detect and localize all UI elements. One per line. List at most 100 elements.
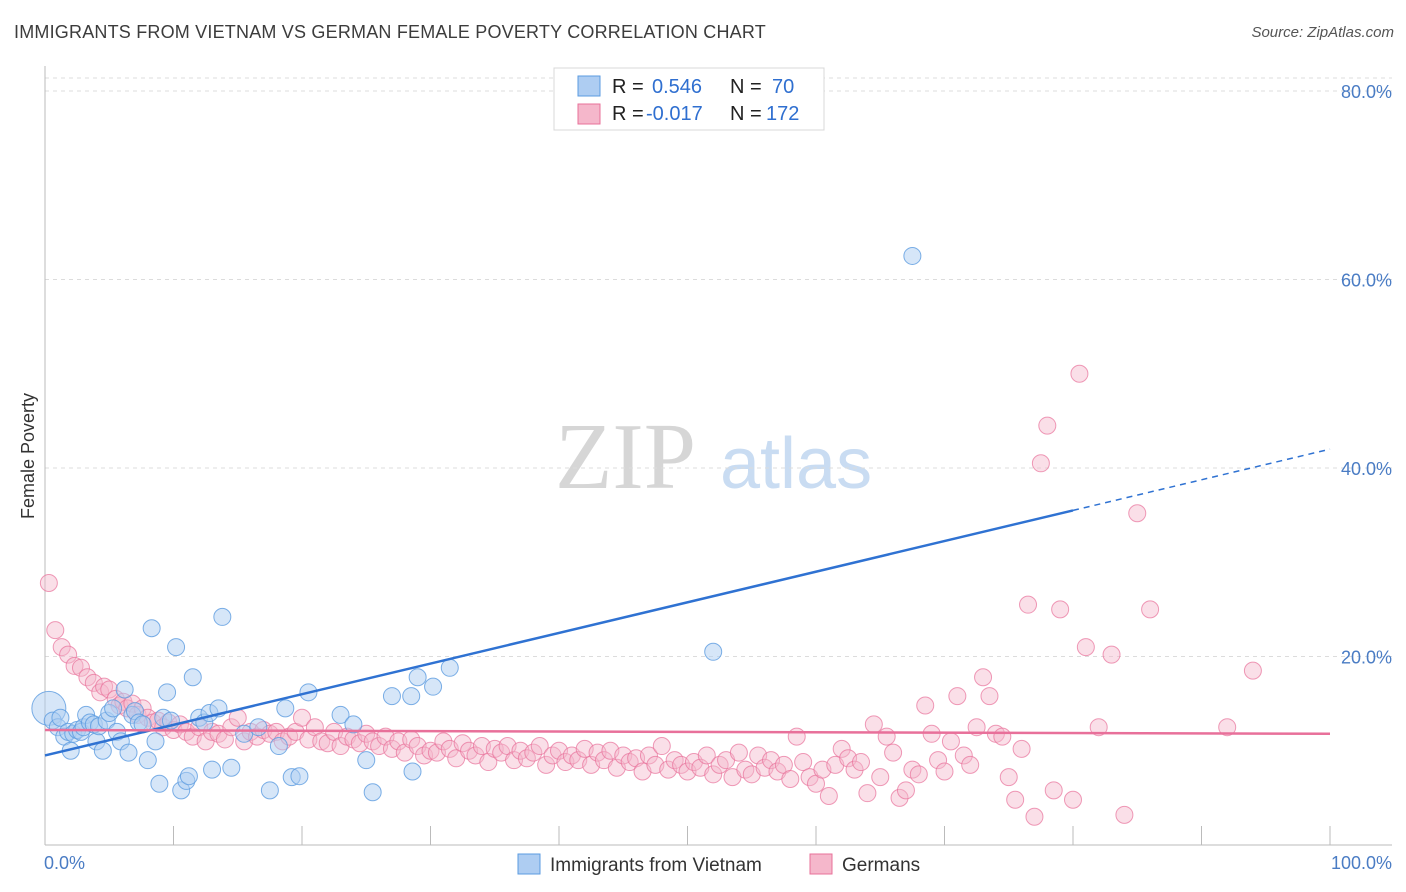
germans-point — [864, 715, 883, 734]
germans-point — [858, 784, 877, 803]
germans-point — [999, 768, 1018, 787]
watermark-atlas: atlas — [720, 424, 872, 504]
vietnam-point — [115, 680, 134, 699]
germans-point — [421, 741, 440, 760]
vietnam-point — [213, 607, 232, 626]
chart-title: IMMIGRANTS FROM VIETNAM VS GERMAN FEMALE… — [14, 22, 766, 42]
germans-point — [710, 755, 729, 774]
vietnam-point — [704, 642, 723, 661]
source-label: Source: ZipAtlas.com — [1251, 24, 1394, 41]
germans-point — [961, 755, 980, 774]
germans-point — [652, 737, 671, 756]
germans-point — [95, 677, 114, 696]
vietnam-point — [183, 668, 202, 687]
vietnam-point — [51, 708, 70, 727]
germans-point — [1025, 807, 1044, 826]
legend-n-label-1: N = — [730, 76, 762, 98]
germans-point — [312, 732, 331, 751]
germans-point — [877, 727, 896, 746]
germans-point — [1019, 595, 1038, 614]
legend-n-label-2: N = — [730, 103, 762, 125]
bottom-legend: Immigrants from Vietnam Germans — [517, 853, 920, 876]
germans-point — [39, 573, 58, 592]
top-legend: R = 0.546 N = 70 R = -0.017 N = 172 — [553, 67, 825, 131]
vietnam-point — [249, 718, 268, 737]
vietnam-point — [402, 687, 421, 706]
germans-point — [1076, 638, 1095, 657]
germans-point — [736, 760, 755, 779]
germans-point — [948, 687, 967, 706]
vietnam-point — [440, 658, 459, 677]
vietnam-point — [269, 737, 288, 756]
vietnam-trend-extension — [1072, 448, 1331, 512]
bottom-legend-germans: Germans — [842, 855, 920, 876]
germans-point — [1044, 781, 1063, 800]
y-axis-label: Female Poverty — [18, 393, 38, 519]
germans-point — [524, 743, 543, 762]
germans-point — [697, 746, 716, 765]
germans-point — [52, 638, 71, 657]
legend-swatch-vietnam — [577, 75, 601, 97]
germans-point — [974, 668, 993, 687]
vietnam-point — [403, 762, 422, 781]
germans-point — [909, 765, 928, 784]
germans-point — [530, 737, 549, 756]
vietnam-point — [331, 705, 350, 724]
vietnam-point — [146, 732, 165, 751]
y-tick-label-3: 80.0% — [1341, 82, 1392, 102]
bottom-legend-swatch-vietnam — [517, 853, 541, 875]
germans-point — [1218, 718, 1237, 737]
germans-point — [537, 755, 556, 774]
germans-point — [46, 621, 65, 640]
vietnam-point — [158, 683, 177, 702]
vietnam-point — [179, 767, 198, 786]
legend-r-label-2: R = — [612, 103, 644, 125]
germans-point — [794, 753, 813, 772]
vietnam-point — [150, 774, 169, 793]
germans-point — [729, 743, 748, 762]
legend-r-value-1: 0.546 — [652, 76, 702, 98]
germans-point — [916, 696, 935, 715]
x-tick-labels: 0.0% 100.0% — [44, 853, 1392, 873]
legend-swatch-germans — [577, 103, 601, 125]
germans-point — [1051, 600, 1070, 619]
germans-point — [954, 746, 973, 765]
germans-point — [71, 658, 90, 677]
germans-point — [1115, 805, 1134, 824]
vietnam-point — [408, 668, 427, 687]
germans-point — [851, 753, 870, 772]
germans-point — [639, 746, 658, 765]
germans-point — [704, 765, 723, 784]
grid — [45, 77, 1392, 657]
germans-point — [293, 708, 311, 727]
germans-point — [903, 760, 922, 779]
germans-point — [453, 734, 472, 753]
vietnam-points — [31, 246, 922, 802]
legend-r-value-2: -0.017 — [646, 103, 703, 125]
germans-point — [84, 673, 103, 692]
germans-point — [845, 760, 864, 779]
germans-point — [993, 727, 1012, 746]
germans-point — [896, 781, 915, 800]
watermark-zip: ZIP — [555, 405, 696, 509]
y-tick-label-0: 20.0% — [1341, 648, 1392, 668]
y-tick-labels: 20.0% 40.0% 60.0% 80.0% — [1341, 82, 1392, 668]
germans-point — [1012, 739, 1031, 758]
vietnam-point — [260, 781, 279, 800]
legend-n-value-2: 172 — [766, 103, 799, 125]
germans-point — [967, 718, 986, 737]
vietnam-point — [142, 619, 161, 638]
trend-lines — [44, 448, 1331, 757]
germans-point — [65, 656, 84, 675]
germans-point — [434, 732, 453, 751]
vietnam-point — [424, 677, 443, 696]
bottom-legend-vietnam: Immigrants from Vietnam — [550, 855, 762, 876]
vietnam-point — [93, 741, 112, 760]
germans-point — [1141, 600, 1160, 619]
vietnam-trend-line — [44, 509, 1074, 757]
germans-point — [890, 788, 909, 807]
legend-r-label-1: R = — [612, 76, 644, 98]
vietnam-point — [203, 760, 222, 779]
vietnam-point — [104, 699, 123, 718]
